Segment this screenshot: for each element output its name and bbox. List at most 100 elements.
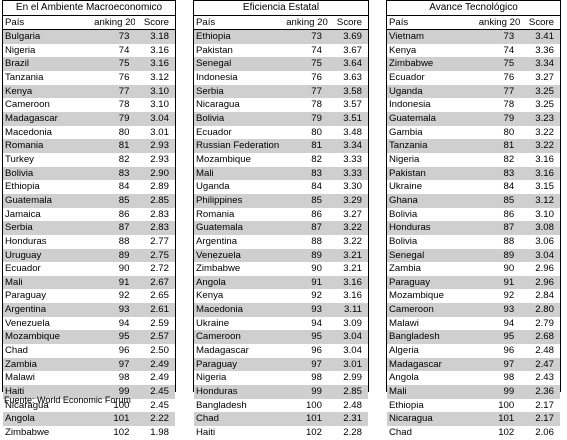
rank-cell: 79 xyxy=(503,112,515,124)
panel-technology: Avance Tecnológico País anking 20 Score … xyxy=(386,0,561,438)
country-cell: Nigeria xyxy=(196,372,227,384)
country-cell: Macedonia xyxy=(5,126,52,138)
rank-cell: 75 xyxy=(503,58,515,70)
score-cell: 3.63 xyxy=(343,71,362,83)
country-cell: Paraguay xyxy=(5,290,47,302)
country-cell: Madagascar xyxy=(196,345,249,357)
score-cell: 2.17 xyxy=(535,413,554,425)
table-row: Zambia 90 2.96 xyxy=(387,262,560,276)
country-cell: Haiti xyxy=(5,386,25,398)
country-cell: Serbia xyxy=(196,85,224,97)
rank-cell: 93 xyxy=(118,304,130,316)
score-cell: 3.33 xyxy=(343,167,362,179)
rank-cell: 99 xyxy=(118,386,130,398)
country-cell: Nicaragua xyxy=(196,99,240,111)
score-cell: 3.15 xyxy=(535,181,554,193)
table-body: Ethiopia 73 3.69 Pakistan 74 3.67 Senegal 75 3.6… xyxy=(194,30,368,440)
score-cell: 2.89 xyxy=(150,181,169,193)
country-cell: Nigeria xyxy=(5,44,36,56)
table-row: Indonesia 78 3.25 xyxy=(387,98,560,112)
rank-cell: 79 xyxy=(118,112,130,124)
score-cell: 3.34 xyxy=(343,140,362,152)
score-cell: 2.83 xyxy=(150,208,169,220)
country-cell: Mali xyxy=(196,167,214,179)
country-cell: Bolivia xyxy=(389,235,418,247)
country-cell: Ethiopia xyxy=(389,399,424,411)
country-cell: Kenya xyxy=(389,44,417,56)
table-row: Argentina 93 2.61 xyxy=(3,303,175,317)
country-cell: Algeria xyxy=(389,345,419,357)
score-cell: 3.64 xyxy=(343,58,362,70)
table-row: Senegal 75 3.64 xyxy=(194,57,368,71)
table-row: Bolivia 83 2.90 xyxy=(3,166,175,181)
country-cell: Ukraine xyxy=(196,317,230,329)
score-cell: 3.04 xyxy=(343,331,362,343)
country-cell: Nigeria xyxy=(389,153,420,165)
table-row: Paraguay 97 3.01 xyxy=(194,357,368,372)
rank-cell: 78 xyxy=(311,99,322,111)
table-row: Nigeria 74 3.16 xyxy=(3,44,175,58)
rank-cell: 97 xyxy=(118,358,130,370)
table-row: Ethiopia 84 2.89 xyxy=(3,180,175,194)
table-row: Angola 98 2.43 xyxy=(387,371,560,385)
table-row: Zimbabwe 90 3.21 xyxy=(194,262,368,276)
table-row: Brazil 75 3.16 xyxy=(3,57,175,71)
country-cell: Brazil xyxy=(5,58,29,70)
country-cell: Kenya xyxy=(5,85,33,97)
score-cell: 2.77 xyxy=(150,235,169,247)
table-row: Guatemala 79 3.23 xyxy=(387,111,560,126)
country-cell: Nicaragua xyxy=(389,413,433,425)
rank-cell: 84 xyxy=(311,181,322,193)
rank-cell: 80 xyxy=(118,126,130,138)
table-row: Honduras 87 3.08 xyxy=(387,221,560,235)
rank-cell: 98 xyxy=(311,372,322,384)
score-cell: 2.83 xyxy=(150,222,169,234)
table-row: Nicaragua 78 3.57 xyxy=(194,98,368,112)
score-cell: 2.57 xyxy=(150,331,169,343)
score-cell: 2.67 xyxy=(150,276,169,288)
rank-cell: 102 xyxy=(498,427,515,439)
country-cell: Ethiopia xyxy=(5,181,40,193)
table-row: Uruguay 89 2.75 xyxy=(3,248,175,263)
score-cell: 3.36 xyxy=(535,44,554,56)
header-country: País xyxy=(5,17,25,28)
score-cell: 2.96 xyxy=(535,263,554,275)
score-cell: 3.51 xyxy=(343,112,362,124)
score-cell: 3.11 xyxy=(344,304,362,316)
rank-cell: 86 xyxy=(503,208,515,220)
country-cell: Guatemala xyxy=(389,112,436,124)
country-cell: Philippines xyxy=(196,194,243,206)
table-header: País anking 20 Score xyxy=(3,15,175,30)
header-score: Score xyxy=(336,17,362,28)
panel-title: En el Ambiente Macroeconomico xyxy=(15,2,163,13)
header-rank: anking 20 xyxy=(94,17,136,28)
rank-cell: 80 xyxy=(503,126,515,138)
table-row: Romania 86 3.27 xyxy=(194,208,368,222)
rank-cell: 96 xyxy=(503,345,515,357)
table-body: Vietnam 73 3.41 Kenya 74 3.36 Zimbabwe 75 3.34 Ec… xyxy=(387,30,560,440)
score-cell: 2.17 xyxy=(535,399,554,411)
country-cell: Indonesia xyxy=(389,99,431,111)
table-row: Mali 83 3.33 xyxy=(194,166,368,181)
score-cell: 3.22 xyxy=(343,235,362,247)
table-row: Guatemala 87 3.22 xyxy=(194,221,368,235)
country-cell: Kenya xyxy=(196,290,224,302)
rank-cell: 79 xyxy=(311,112,322,124)
table-row: Zimbabwe 102 1.98 xyxy=(3,426,175,440)
score-cell: 2.45 xyxy=(150,399,169,411)
country-cell: Chad xyxy=(5,345,28,357)
rank-cell: 86 xyxy=(118,208,130,220)
country-cell: Zimbabwe xyxy=(5,427,50,439)
score-cell: 3.22 xyxy=(535,140,554,152)
rank-cell: 84 xyxy=(118,181,130,193)
country-cell: Honduras xyxy=(389,222,431,234)
rank-cell: 91 xyxy=(118,276,130,288)
table-row: Cameroon 78 3.10 xyxy=(3,98,175,112)
header-score: Score xyxy=(143,17,169,28)
country-cell: Angola xyxy=(196,276,226,288)
country-cell: Paraguay xyxy=(389,276,431,288)
source-footer: Fuente: World Economic Forum xyxy=(4,395,131,405)
score-cell: 2.49 xyxy=(150,358,169,370)
rank-cell: 95 xyxy=(311,331,322,343)
table-row: Vietnam 73 3.41 xyxy=(387,30,560,44)
